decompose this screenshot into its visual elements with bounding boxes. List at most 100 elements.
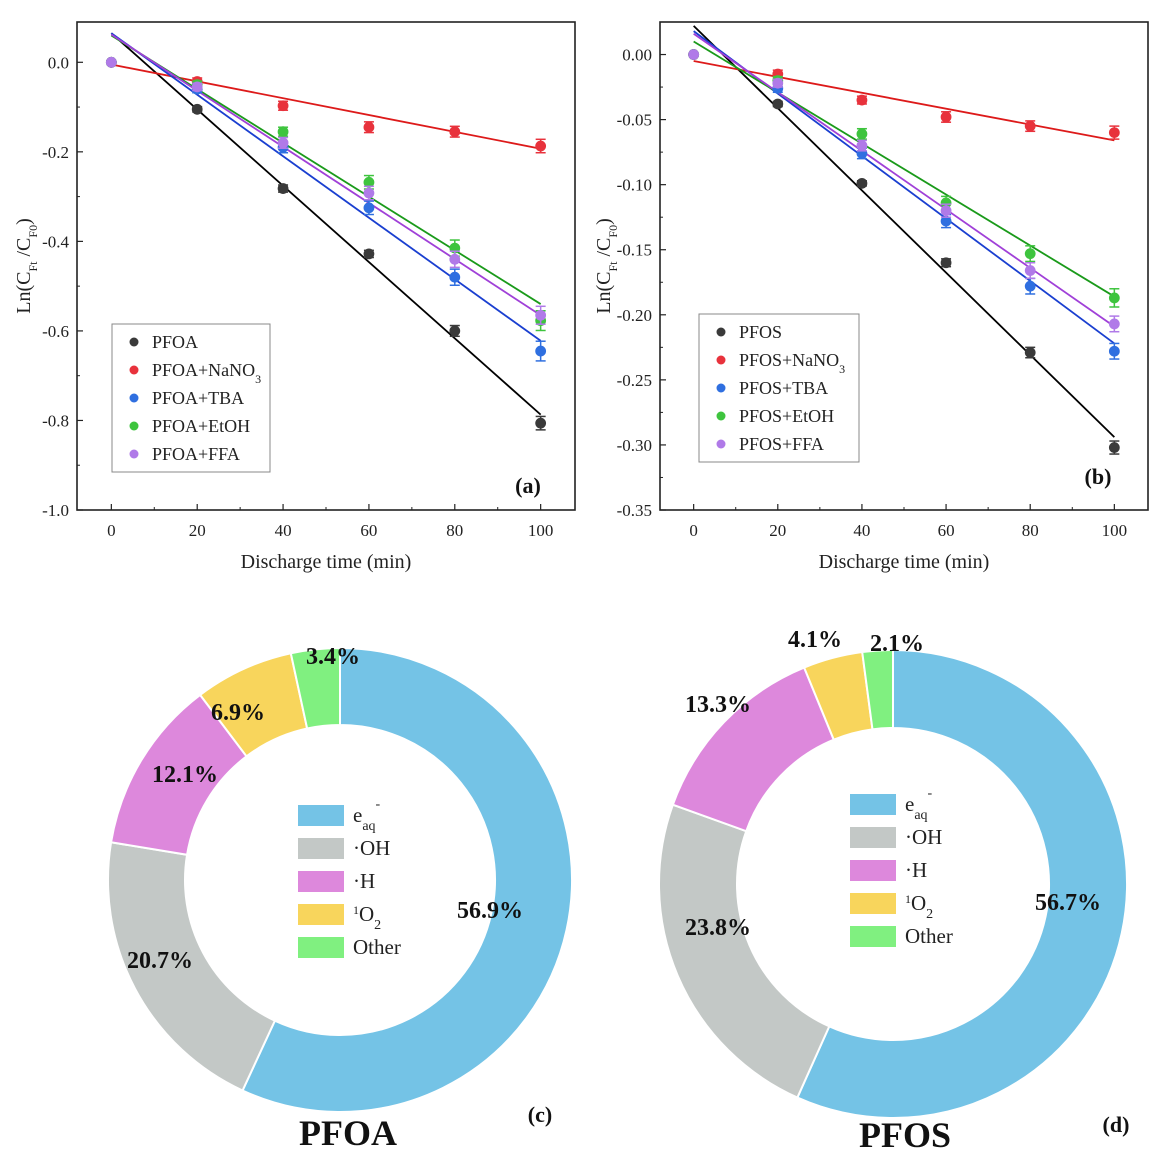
x-tick-label: 60 [360,521,377,540]
x-tick-label: 0 [107,521,116,540]
panel-label: (a) [515,473,541,498]
data-point [856,140,868,152]
legend-marker [129,393,139,403]
y-tick-label: -0.25 [617,371,652,390]
legend-marker [129,337,139,347]
data-point [191,81,203,93]
data-point [1024,120,1036,132]
legend-marker [129,365,139,375]
data-point [449,126,461,138]
x-tick-label: 20 [769,521,786,540]
data-point [363,248,375,260]
slice-label: 6.9% [211,700,265,726]
slice-label: 3.4% [306,644,360,670]
x-axis-label: Discharge time (min) [241,551,412,573]
y-tick-label: -0.30 [617,436,652,455]
x-tick-label: 100 [1102,521,1128,540]
slice-label: 12.1% [152,762,218,788]
legend-label: 1O2 [353,902,381,933]
x-tick-label: 0 [689,521,698,540]
donut-slice [289,646,341,730]
legend-label: eaq- [353,797,381,834]
y-tick-label: -0.2 [42,143,69,162]
donut-title: PFOA [299,1113,397,1153]
data-point [1108,318,1120,330]
fit-line [110,32,542,416]
y-axis-label: Ln(CFt /CF0) [593,218,620,314]
legend-label: PFOS+EtOH [739,406,834,426]
legend-swatch [298,937,344,958]
legend-label: PFOA+FFA [152,444,240,464]
y-tick-label: -1.0 [42,501,69,520]
legend-swatch [298,805,344,826]
legend-swatch [850,926,896,947]
y-axis-label: Ln(CFt /CF0) [13,218,40,314]
legend-swatch [850,794,896,815]
legend-swatch [298,838,344,859]
x-tick-label: 80 [1022,521,1039,540]
slice-label: 4.1% [788,627,842,653]
slice-label: 56.7% [1035,890,1101,916]
panel-label: (c) [528,1102,552,1127]
panel-label: (d) [1103,1112,1130,1137]
data-point [1024,265,1036,276]
data-point [1024,280,1036,292]
legend-label: ·OH [905,825,942,849]
x-tick-label: 20 [189,521,206,540]
data-point [449,271,461,283]
legend-label: 1O2 [905,891,933,922]
data-point [772,98,784,110]
y-tick-label: -0.05 [617,111,652,130]
fit-line [693,60,1115,142]
legend-marker [129,449,139,459]
donut-slice [796,648,1128,1119]
data-point [449,325,461,337]
donut-slice [241,646,573,1113]
legend-swatch [850,827,896,848]
data-point [277,126,289,138]
y-tick-label: -0.6 [42,322,69,341]
fit-line [110,32,542,342]
data-point [449,253,461,265]
data-point [535,417,547,429]
data-point [277,100,289,112]
legend-marker [129,421,139,431]
legend-label: ·OH [353,836,390,860]
x-tick-label: 80 [446,521,463,540]
fit-line [110,33,542,317]
data-point [856,94,868,106]
legend-label: PFOA+TBA [152,388,244,408]
data-point [277,183,289,194]
y-tick-label: 0.0 [48,53,69,72]
data-point [940,111,952,123]
legend-label: eaq- [905,786,933,823]
data-point [1024,347,1036,358]
slice-label: 56.9% [457,898,523,924]
y-tick-label: -0.10 [617,176,652,195]
legend-label: PFOS+TBA [739,378,828,398]
data-point [363,202,375,214]
data-point [535,309,547,321]
x-tick-label: 40 [853,521,870,540]
x-tick-label: 100 [528,521,554,540]
panel-label: (b) [1085,464,1112,489]
x-tick-label: 60 [938,521,955,540]
legend-label: PFOA+NaNO3 [152,360,261,386]
data-point [1108,345,1120,357]
data-point [535,140,547,152]
legend-label: PFOA+EtOH [152,416,250,436]
legend-swatch [298,904,344,925]
data-point [1024,248,1036,260]
slice-label: 2.1% [870,631,924,657]
scatter-panel-a: 0 20 40 60 80 100 0.0 -0.2 -0.4 -0.6 -0.8 -1.0 Disch… [13,21,576,573]
legend-label: PFOS+NaNO3 [739,350,845,376]
x-tick-label: 40 [275,521,292,540]
data-point [856,177,868,189]
y-tick-label: -0.4 [42,232,69,251]
fit-line [693,32,1115,328]
legend-marker [716,383,726,393]
legend-marker [716,355,726,365]
